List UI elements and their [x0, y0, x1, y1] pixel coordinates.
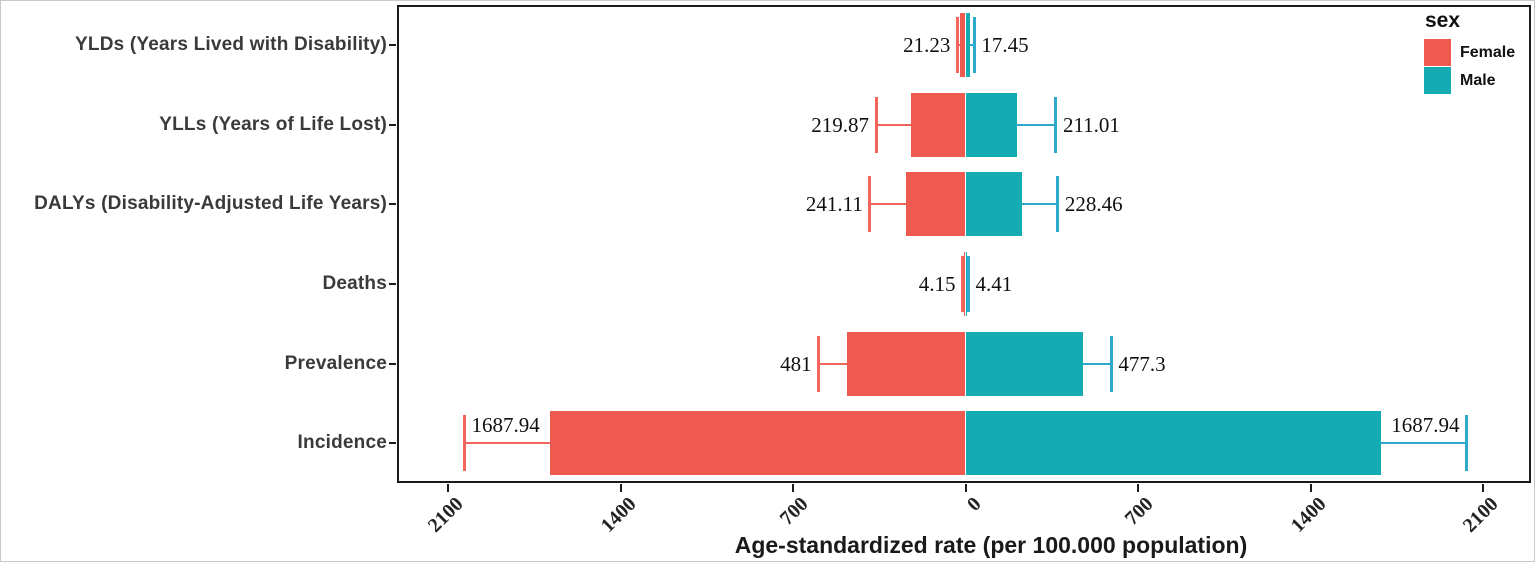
x-axis-tick-mark	[792, 484, 794, 492]
y-axis-label: DALYs (Disability-Adjusted Life Years)	[34, 193, 387, 215]
value-label-male: 211.01	[1062, 112, 1120, 137]
value-label-female: 4.15	[918, 271, 956, 296]
y-axis-tick-mark	[389, 203, 396, 206]
plot-panel	[397, 5, 1531, 483]
error-bar-whisker-male	[1083, 362, 1112, 365]
error-bar-cap-male	[966, 255, 970, 312]
bar-male	[965, 92, 1018, 157]
value-label-female: 21.23	[903, 32, 951, 57]
y-axis-tick-mark	[389, 442, 396, 445]
error-bar-whisker-female	[869, 203, 907, 206]
value-label-female: 1687.94	[471, 413, 540, 438]
bar-female	[906, 172, 966, 237]
value-label-male: 1687.94	[1391, 413, 1460, 438]
value-label-male: 477.3	[1118, 351, 1166, 376]
bar-female	[549, 411, 966, 476]
bar-male	[965, 12, 970, 77]
value-label-female: 241.11	[805, 192, 863, 217]
error-bar-whisker-male	[1017, 123, 1056, 126]
x-axis-tick-mark	[619, 484, 622, 492]
error-bar-whisker-male	[1381, 442, 1467, 445]
legend-label: Male	[1460, 71, 1496, 89]
error-bar-whisker-male	[969, 43, 975, 46]
y-axis-tick-mark	[389, 123, 396, 126]
y-axis-tick-mark	[389, 43, 396, 46]
bar-female	[911, 92, 966, 157]
legend-title: sex	[1425, 9, 1461, 32]
y-axis-label: YLLs (Years of Life Lost)	[159, 113, 387, 135]
bar-male	[965, 172, 1022, 237]
x-axis-tick-mark	[1482, 484, 1484, 492]
bar-female	[964, 251, 966, 316]
legend-swatch-male	[1424, 67, 1451, 94]
error-bar-whisker-female	[464, 442, 550, 445]
legend-items: Female Male	[1424, 39, 1515, 94]
legend-item-female: Female	[1424, 39, 1515, 66]
error-bar-whisker-female	[957, 43, 961, 46]
bar-male	[965, 331, 1084, 396]
error-bar-cap-male	[1054, 96, 1058, 153]
error-bar-whisker-male	[1021, 203, 1058, 206]
x-axis-tick-mark	[964, 484, 967, 492]
x-axis-tick-mark	[447, 484, 449, 492]
value-label-female: 481	[780, 351, 812, 376]
error-bar-whisker-female	[962, 282, 965, 285]
error-bar-cap-male	[1056, 176, 1060, 233]
error-bar-cap-male	[1109, 335, 1113, 392]
bar-female	[960, 12, 966, 77]
value-label-male: 4.41	[975, 271, 1013, 296]
legend-label: Female	[1460, 43, 1516, 61]
y-axis-tick-mark	[389, 282, 396, 285]
error-bar-whisker-female	[818, 362, 847, 365]
legend-swatch-female	[1424, 39, 1451, 66]
y-axis-label: Incidence	[297, 432, 387, 454]
error-bar-whisker-male	[966, 282, 969, 285]
bar-female	[846, 331, 966, 396]
y-axis-label: YLDs (Years Lived with Disability)	[75, 33, 387, 55]
value-label-male: 17.45	[981, 32, 1029, 57]
bar-male	[965, 251, 967, 316]
y-axis-label: Deaths	[322, 272, 387, 294]
error-bar-cap-male	[1464, 415, 1468, 472]
y-axis-tick-mark	[389, 362, 396, 365]
x-axis-tick-label: 2100	[423, 493, 468, 537]
bar-male	[965, 411, 1382, 476]
y-axis-label: Prevalence	[284, 352, 387, 374]
value-label-male: 228.46	[1064, 192, 1123, 217]
legend: sex Female Male	[1424, 9, 1515, 95]
legend-item-male: Male	[1424, 67, 1515, 94]
value-label-female: 219.87	[811, 112, 870, 137]
x-axis-tick-mark	[1309, 484, 1312, 492]
error-bar-whisker-female	[876, 123, 912, 126]
error-bar-cap-male	[972, 16, 976, 73]
x-axis-tick-mark	[1137, 484, 1139, 492]
x-axis-title: Age-standardized rate (per 100.000 popul…	[734, 532, 1248, 558]
